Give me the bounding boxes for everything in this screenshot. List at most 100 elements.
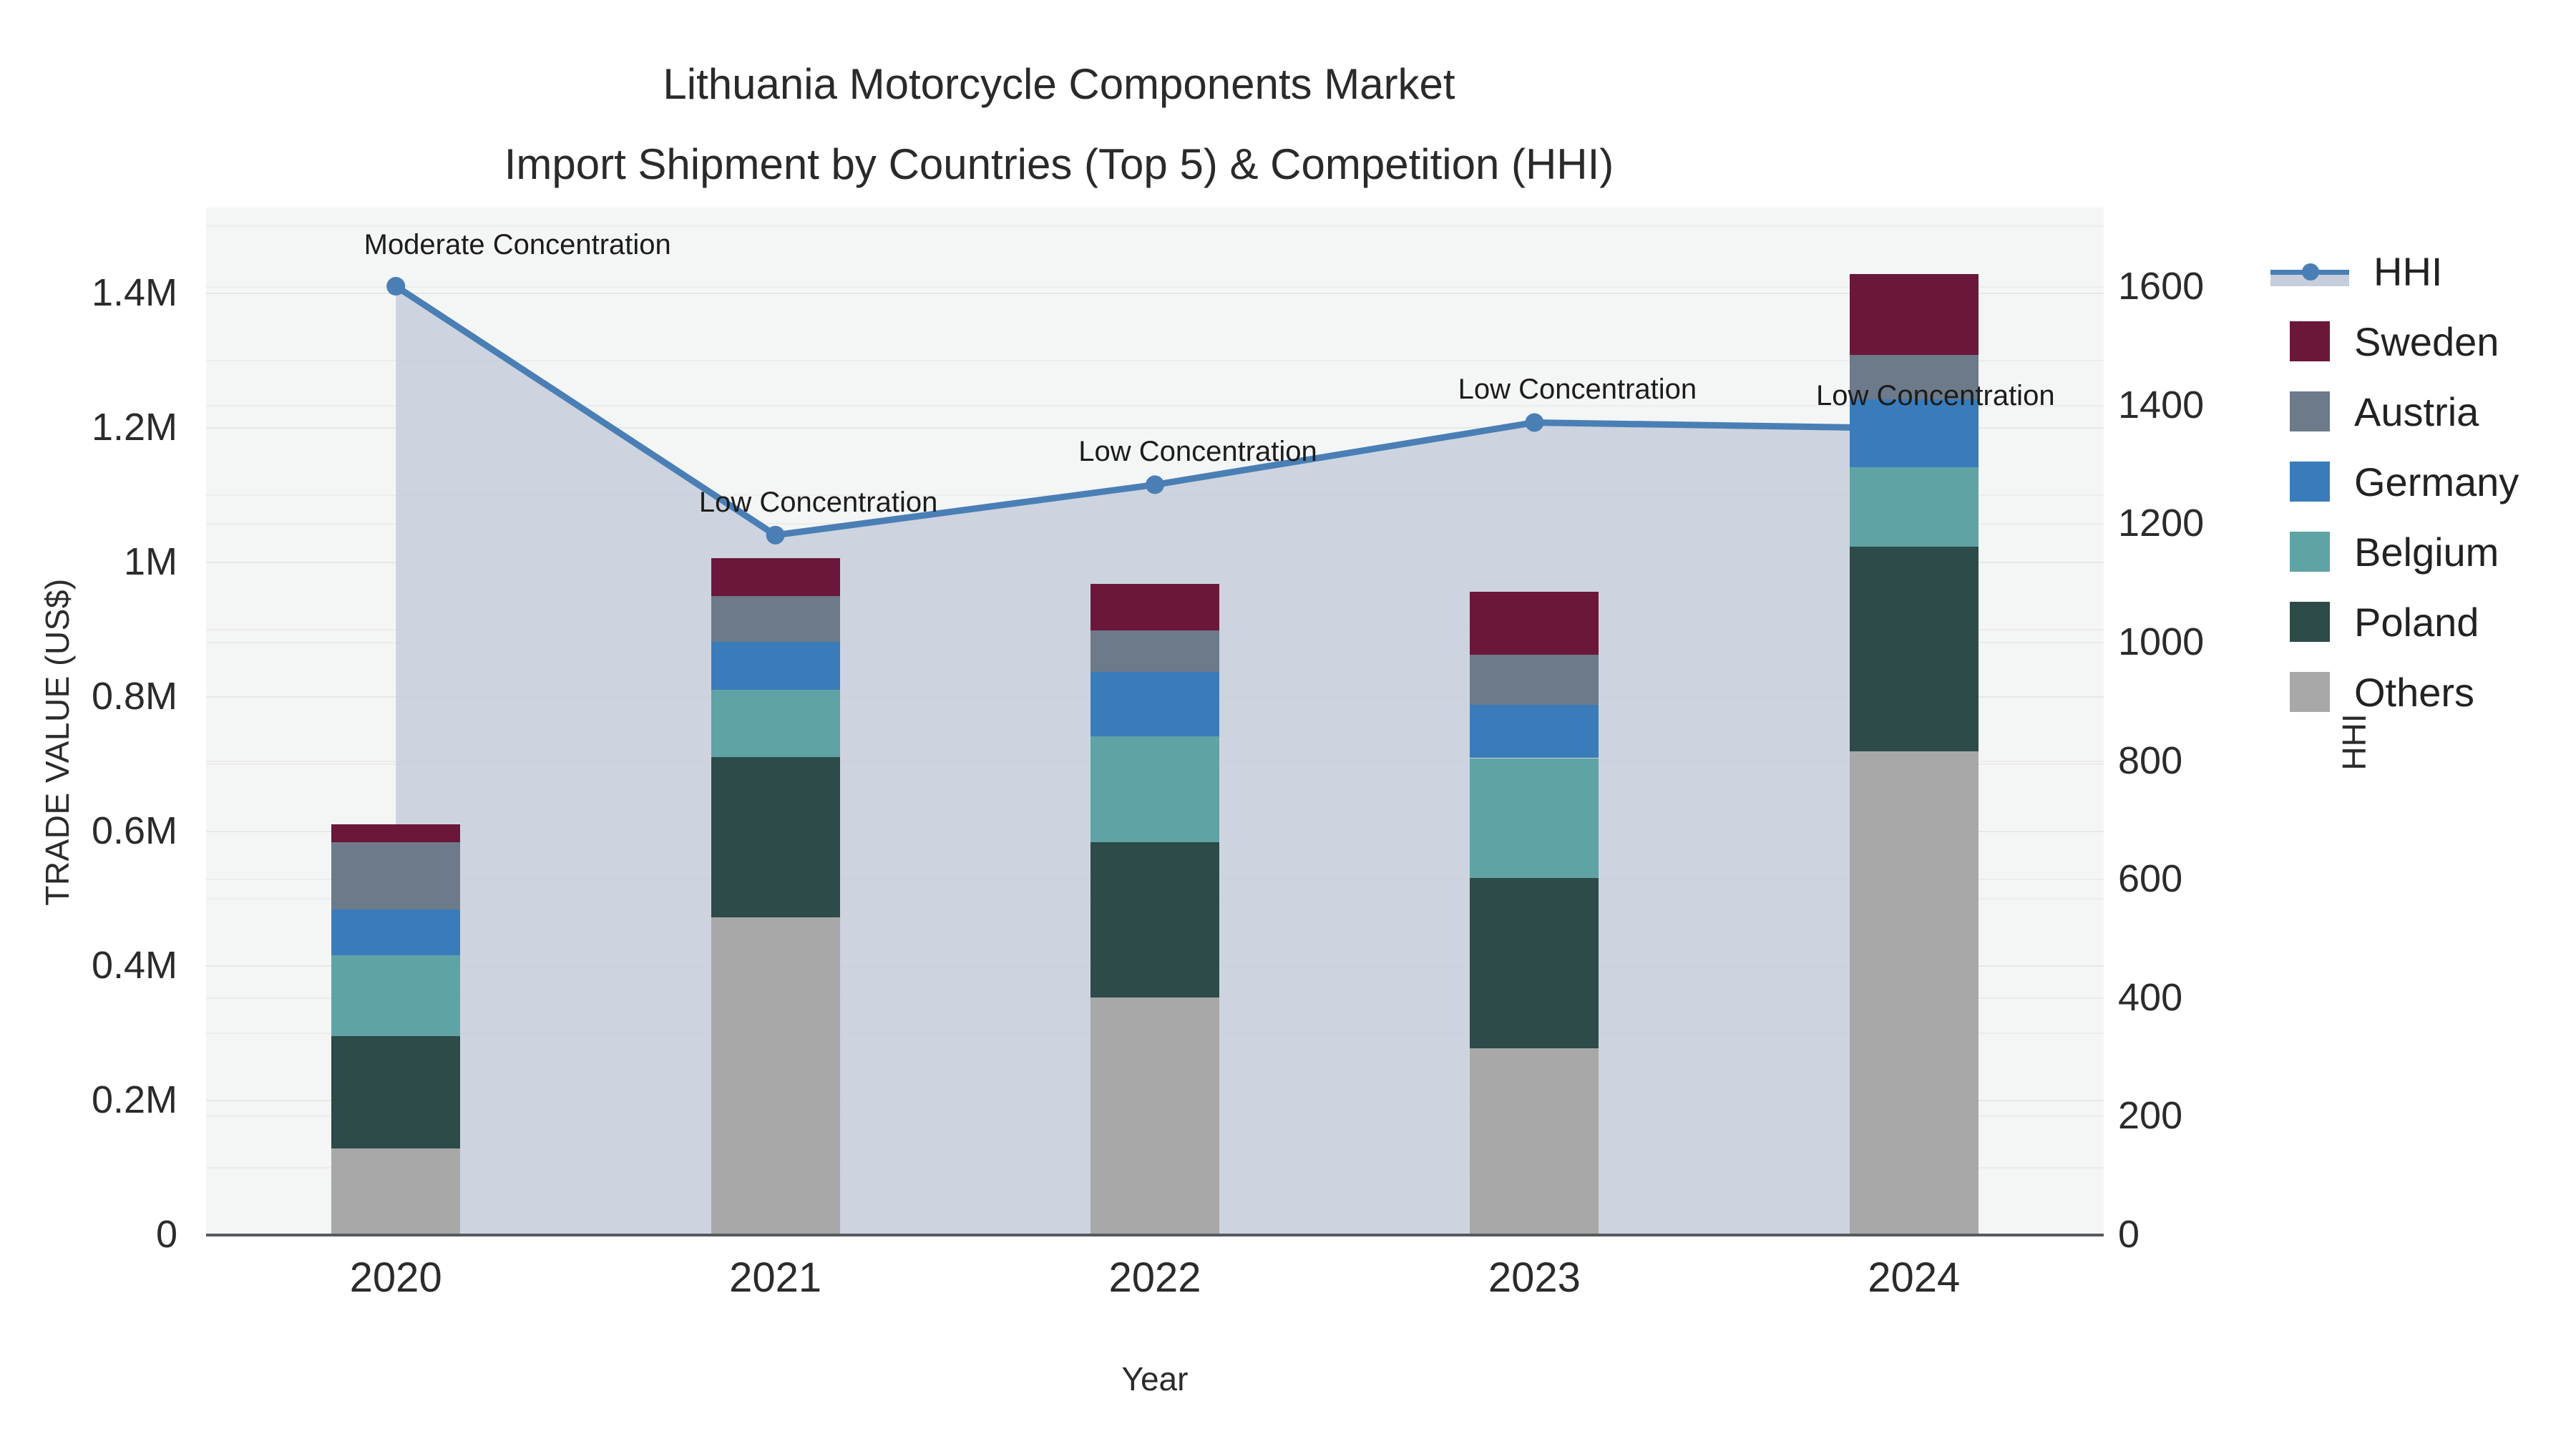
gridline [206, 225, 2104, 227]
legend-item-austria[interactable]: Austria [2290, 376, 2519, 447]
legend-item-sweden[interactable]: Sweden [2290, 306, 2519, 376]
legend-swatch-sweden [2290, 321, 2330, 361]
y-axis-left-tick-label: 0 [155, 1213, 177, 1256]
legend-label: Others [2354, 669, 2475, 715]
bar-segment-others[interactable] [1849, 751, 1979, 1234]
bar-segment-austria[interactable] [1091, 630, 1219, 673]
legend: HHI Sweden Austria Germany Belgium Poland Othe… [2270, 236, 2519, 727]
legend-label: Belgium [2354, 529, 2499, 575]
legend-item-germany[interactable]: Germany [2290, 447, 2519, 517]
x-axis-tick-label-2023: 2023 [1488, 1254, 1581, 1301]
bar-segment-belgium[interactable] [1091, 736, 1219, 842]
gridline [206, 360, 2104, 361]
y-axis-left-tick-label: 0.2M [91, 1078, 177, 1121]
bar-segment-others[interactable] [1091, 997, 1219, 1234]
bar-stack[interactable] [1091, 584, 1219, 1234]
bar-segment-belgium[interactable] [711, 689, 840, 757]
legend-swatch-poland [2290, 602, 2330, 642]
bar-segment-others[interactable] [331, 1148, 461, 1234]
legend-label: Sweden [2354, 318, 2499, 364]
x-axis-tick-label-2020: 2020 [349, 1254, 442, 1301]
bar-segment-poland[interactable] [1091, 842, 1219, 998]
legend-label: Austria [2354, 389, 2479, 434]
chart-title-line-2: Import Shipment by Countries (Top 5) & C… [504, 140, 1614, 188]
y-axis-right-tick-label: 1600 [2118, 265, 2205, 308]
hhi-annotation-2021: Low Concentration [698, 486, 938, 518]
bar-segment-sweden[interactable] [1091, 584, 1219, 630]
bar-stack[interactable] [1470, 592, 1599, 1234]
bar-segment-others[interactable] [1470, 1048, 1599, 1234]
y-axis-left-tick-label: 0.6M [91, 809, 177, 852]
hhi-annotation-2020: Moderate Concentration [364, 229, 671, 260]
plot-area [206, 208, 2104, 1234]
y-axis-left-tick-label: 1M [123, 540, 177, 583]
bar-segment-sweden[interactable] [1470, 592, 1599, 655]
y-axis-right-tick-label: 200 [2118, 1094, 2183, 1138]
bar-stack[interactable] [711, 558, 840, 1234]
x-axis-title: Year [1121, 1360, 1189, 1397]
bar-segment-austria[interactable] [1470, 654, 1599, 706]
x-axis-tick-label-2021: 2021 [729, 1254, 822, 1301]
hhi-annotation-2023: Low Concentration [1458, 374, 1697, 406]
legend-label: Poland [2354, 599, 2479, 645]
gridline-hhi [206, 286, 2104, 288]
legend-item-hhi[interactable]: HHI [2270, 236, 2519, 306]
y-axis-right-tick-label: 800 [2118, 738, 2183, 782]
hhi-point[interactable] [766, 525, 785, 545]
hhi-annotation-2024: Low Concentration [1816, 379, 2055, 411]
bar-segment-others[interactable] [711, 917, 840, 1234]
y-axis-right-tick-label: 1400 [2118, 383, 2205, 426]
legend-swatch-others [2290, 672, 2330, 712]
legend-swatch-germany [2290, 462, 2330, 502]
bar-segment-poland[interactable] [1470, 877, 1599, 1048]
x-axis-line [206, 1234, 2104, 1236]
hhi-point[interactable] [1525, 413, 1544, 432]
legend-item-belgium[interactable]: Belgium [2290, 517, 2519, 587]
bar-segment-poland[interactable] [331, 1035, 461, 1148]
legend-line-marker-icon [2270, 251, 2349, 291]
bar-segment-germany[interactable] [1470, 705, 1599, 758]
y-axis-left-tick-label: 1.2M [91, 406, 177, 449]
hhi-point[interactable] [386, 277, 406, 296]
bar-segment-austria[interactable] [331, 841, 461, 909]
hhi-annotation-2022: Low Concentration [1078, 436, 1317, 468]
bar-segment-germany[interactable] [1091, 672, 1219, 737]
bar-segment-sweden[interactable] [1849, 273, 1979, 356]
bar-segment-poland[interactable] [711, 756, 840, 918]
y-axis-left-title: TRADE VALUE (US$) [39, 578, 76, 906]
y-axis-left-tick-label: 1.4M [91, 271, 177, 314]
chart-title-line-1: Lithuania Motorcycle Components Market [663, 60, 1455, 108]
gridline [206, 293, 2104, 294]
gridline [206, 427, 2104, 429]
bar-segment-poland[interactable] [1849, 547, 1979, 752]
bar-segment-germany[interactable] [1849, 399, 1979, 468]
legend-swatch-austria [2290, 391, 2330, 431]
y-axis-left-tick-label: 0.8M [91, 675, 177, 718]
y-axis-right-tick-label: 1200 [2118, 502, 2205, 545]
legend-item-others[interactable]: Others [2290, 657, 2519, 727]
legend-swatch-belgium [2290, 532, 2330, 572]
chart-title: Lithuania Motorcycle Components Market I… [0, 44, 2118, 205]
gridline-hhi [206, 404, 2104, 406]
bar-segment-austria[interactable] [1849, 355, 1979, 399]
y-axis-left-tick-label: 0.4M [91, 944, 177, 987]
legend-label: Germany [2354, 459, 2519, 504]
hhi-point[interactable] [1146, 475, 1164, 494]
y-axis-right-tick-label: 400 [2118, 975, 2183, 1019]
bar-segment-sweden[interactable] [711, 558, 840, 596]
bar-stack[interactable] [1849, 273, 1979, 1234]
bar-stack[interactable] [331, 824, 461, 1234]
bar-segment-germany[interactable] [331, 909, 461, 955]
bar-segment-belgium[interactable] [1470, 758, 1599, 878]
y-axis-right-tick-label: 1000 [2118, 620, 2205, 663]
x-axis-tick-label-2022: 2022 [1108, 1254, 1201, 1301]
bar-segment-sweden[interactable] [331, 824, 461, 842]
bar-segment-austria[interactable] [711, 595, 840, 642]
legend-item-poland[interactable]: Poland [2290, 587, 2519, 657]
y-axis-right-tick-label: 0 [2118, 1213, 2140, 1256]
bar-segment-germany[interactable] [711, 641, 840, 690]
bar-segment-belgium[interactable] [1849, 467, 1979, 547]
bar-segment-belgium[interactable] [331, 955, 461, 1036]
legend-label: HHI [2373, 248, 2443, 294]
